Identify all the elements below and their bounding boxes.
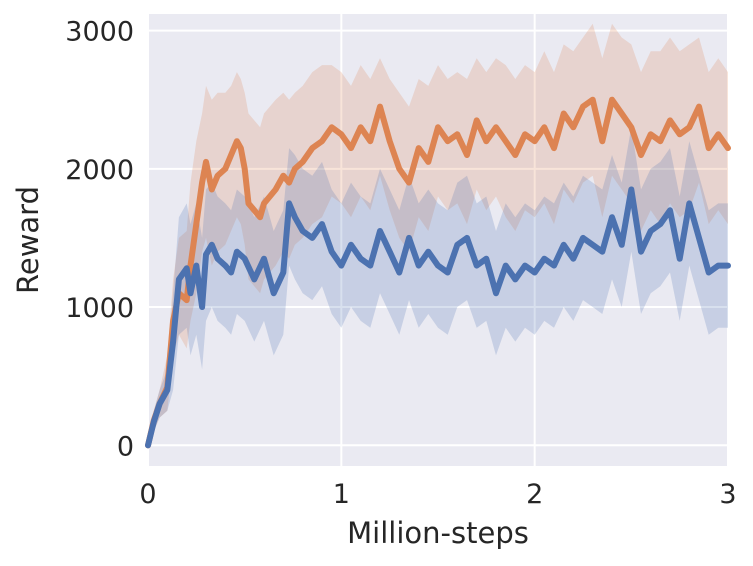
y-tick-label-3: 3000 — [65, 17, 134, 48]
x-axis-label: Million-steps — [347, 516, 529, 550]
series-0-line — [145, 96, 731, 449]
series-lines — [145, 96, 731, 449]
series-0-band — [148, 23, 728, 446]
y-tick-label-1: 1000 — [65, 293, 134, 324]
x-tick-label-0: 0 — [139, 479, 156, 510]
y-tick-labels: 0 1000 2000 3000 — [65, 17, 134, 463]
x-tick-label-1: 1 — [333, 479, 350, 510]
x-tick-label-2: 2 — [526, 479, 543, 510]
y-tick-label-0: 0 — [117, 431, 134, 462]
y-tick-label-2: 2000 — [65, 155, 134, 186]
plot-background — [148, 14, 728, 466]
x-tick-label-3: 3 — [719, 479, 736, 510]
x-tick-labels: 0 1 2 3 — [139, 479, 736, 510]
grid-lines — [147, 14, 729, 466]
series-1-line — [145, 186, 731, 449]
y-axis-label: Reward — [11, 186, 45, 294]
